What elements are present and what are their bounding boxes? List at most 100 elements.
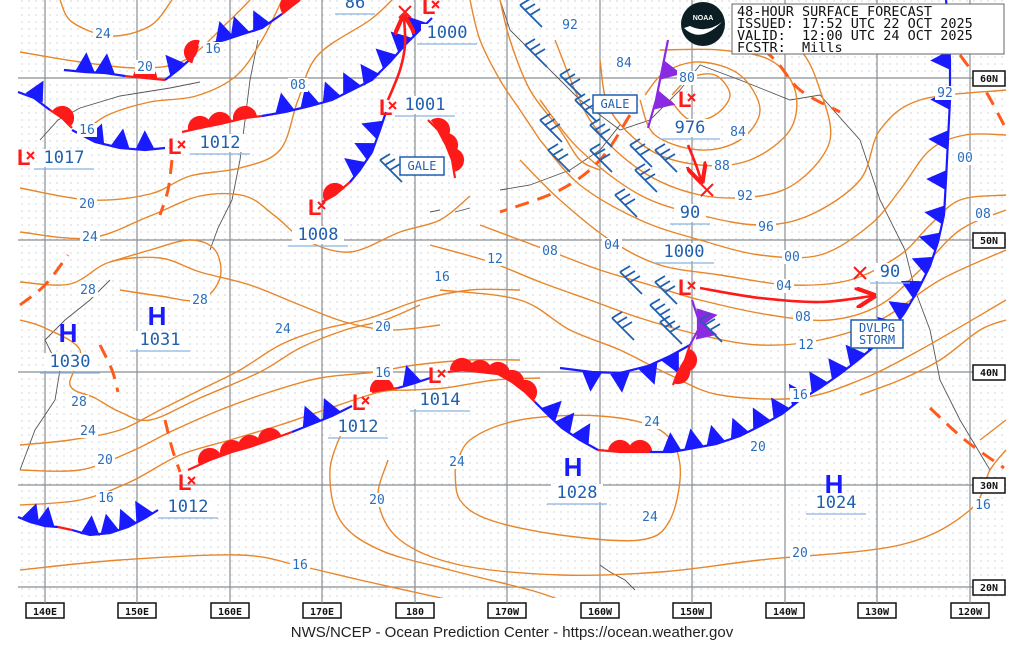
low-symbol: L <box>178 470 191 495</box>
latitude-label: 60N <box>980 74 998 85</box>
wind-barb-icon <box>614 188 638 218</box>
forecast-x-icon <box>853 266 867 280</box>
central-pressure: 1000 <box>664 242 705 262</box>
central-pressure: 1017 <box>44 148 85 168</box>
forecast-position: 86 <box>335 0 412 19</box>
isobar <box>499 0 601 171</box>
wind-barb-icon <box>524 38 548 68</box>
cold-front <box>71 123 166 152</box>
isobar <box>19 358 521 473</box>
isobar-label: 16 <box>79 123 95 138</box>
warning-text: STORM <box>859 333 895 347</box>
isobar <box>979 419 1007 441</box>
isobar <box>454 414 682 542</box>
trough-line <box>158 159 174 216</box>
cold-front <box>534 400 599 451</box>
noaa-logo-text: NOAA <box>693 15 714 22</box>
high-symbol: H <box>564 452 583 482</box>
warm-front <box>597 439 653 454</box>
isobar-label: 16 <box>292 558 308 573</box>
central-pressure: 976 <box>675 118 706 138</box>
isobar-label: 24 <box>95 27 111 42</box>
wind-barb-icon <box>619 265 643 295</box>
low-symbol: L <box>678 275 691 300</box>
central-pressure: 1014 <box>420 390 461 410</box>
issued-time: ISSUED: 17:52 UTC 22 OCT 2025 <box>737 16 973 32</box>
latitude-label: 50N <box>980 236 998 247</box>
isobar-label: 16 <box>434 270 450 285</box>
cold-front <box>71 500 159 537</box>
isobar-label: 08 <box>290 78 306 93</box>
wind-barb-icon <box>519 0 543 28</box>
track-arrow <box>386 18 405 101</box>
trough-line <box>98 344 120 393</box>
low-center-x-icon <box>687 93 696 102</box>
low-symbol: L <box>422 0 435 19</box>
warning-text: GALE <box>408 159 437 173</box>
isobar-label: 24 <box>80 424 96 439</box>
wind-barb-icon <box>589 118 613 148</box>
forecast-position: 90 <box>670 183 714 225</box>
longitude-label: 150E <box>125 607 149 618</box>
isobar-label: 88 <box>714 159 730 174</box>
warm-front <box>369 377 399 394</box>
low-center-x-icon <box>687 281 696 290</box>
warm-front <box>183 39 200 64</box>
low-pressure-center: L 1000 <box>417 0 477 45</box>
wind-barb-icon <box>539 113 563 143</box>
central-pressure: 1000 <box>427 23 468 43</box>
low-center-x-icon <box>187 476 196 485</box>
low-pressure-center: L 1017 <box>17 145 94 170</box>
isobar-label: 80 <box>679 71 695 86</box>
low-pressure-center: L 1001 <box>379 95 455 120</box>
isobar-label: 24 <box>642 510 658 525</box>
wind-barb-icon <box>654 143 678 173</box>
wind-barb-icon <box>699 313 723 343</box>
isobar-label: 20 <box>137 60 153 75</box>
isobar-label: 04 <box>776 279 792 294</box>
warm-front <box>321 181 351 203</box>
wind-barb-icon <box>629 138 653 168</box>
isobar <box>377 449 1007 577</box>
isobar-label: 04 <box>604 238 620 253</box>
isobar-label: 84 <box>730 125 746 140</box>
isobar-label: 08 <box>542 244 558 259</box>
low-center-x-icon <box>431 0 440 9</box>
warning-text: GALE <box>601 97 630 111</box>
low-center-x-icon <box>26 151 35 160</box>
isobar <box>469 0 541 141</box>
isobar-label: 16 <box>375 366 391 381</box>
isobar-label: 24 <box>449 455 465 470</box>
central-pressure: 1012 <box>168 497 209 517</box>
wind-barb-icon <box>611 311 635 341</box>
isobar-label: 12 <box>798 338 814 353</box>
latitude-label: 40N <box>980 368 998 379</box>
low-center-x-icon <box>388 101 397 110</box>
cold-front <box>397 365 431 390</box>
longitude-label: 150W <box>680 607 705 618</box>
central-pressure: 1031 <box>140 330 181 350</box>
low-symbol: L <box>678 87 691 112</box>
isobar-label: 16 <box>975 498 991 513</box>
isobar-label: 00 <box>957 151 973 166</box>
wind-barb-icon <box>379 153 403 183</box>
isobar-label: 08 <box>795 310 811 325</box>
low-symbol: L <box>17 145 30 170</box>
longitude-label: 130W <box>865 607 890 618</box>
valid-time: VALID: 12:00 UTC 24 OCT 2025 <box>737 28 973 44</box>
longitude-label: 140E <box>33 607 57 618</box>
warning-text: DVLPG <box>859 321 895 335</box>
longitude-label: 120W <box>958 607 983 618</box>
trough-line <box>163 419 182 473</box>
isobar-label: 96 <box>758 220 774 235</box>
isobar-label: 20 <box>750 440 766 455</box>
low-symbol: L <box>168 134 181 159</box>
isobar-label: 24 <box>82 230 98 245</box>
trough-line <box>499 114 632 214</box>
central-pressure: 1030 <box>50 352 91 372</box>
